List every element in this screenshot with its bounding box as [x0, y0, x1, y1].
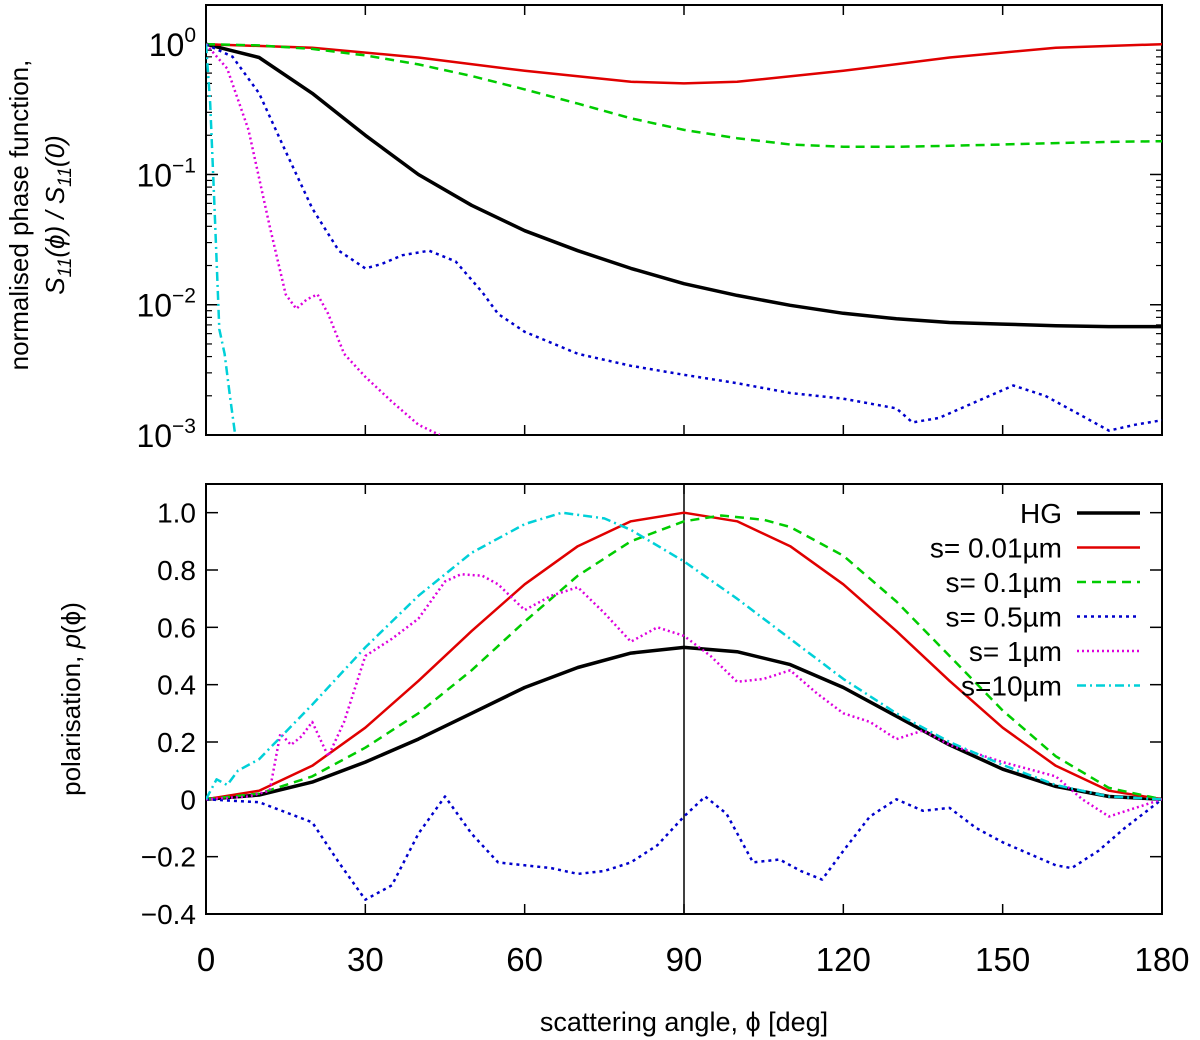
legend-label: s= 0.01µm — [930, 533, 1062, 564]
legend-label: s=10µm — [961, 671, 1062, 702]
bottom-series — [206, 511, 1162, 901]
x-axis-label: scattering angle, ϕ [deg] — [540, 1007, 828, 1037]
bottom-y-tick-label: −0.2 — [141, 842, 196, 873]
top-y-tick-label: 10−1 — [136, 154, 196, 193]
bottom-y-tick-label: 0.8 — [157, 555, 196, 586]
bottom-series-line — [206, 511, 1162, 801]
x-tick-label: 120 — [816, 941, 871, 978]
bottom-y-tick-labels: 1.0 0.8 0.6 0.4 0.2 0 −0.2 −0.4 — [141, 498, 196, 930]
legend-label: HG — [1020, 498, 1062, 529]
bottom-y-tick-label: 0.2 — [157, 727, 196, 758]
x-tick-label: 150 — [975, 941, 1030, 978]
bottom-y-tick-label: 0 — [180, 784, 196, 815]
x-tick-label: 60 — [506, 941, 543, 978]
x-tick-label: 30 — [347, 941, 384, 978]
top-ticks — [205, 4, 1163, 436]
top-y-label-line2: S11(ϕ) / S11(0) — [40, 135, 76, 294]
top-series-line — [206, 44, 237, 435]
bottom-ticks — [205, 484, 1163, 915]
top-plot-frame — [205, 4, 1163, 436]
phase-function-panel: 100 10−1 10−2 10−3 normalised phase functio… — [4, 4, 1163, 454]
bottom-series-line — [206, 795, 1162, 901]
bottom-y-tick-label: 0.4 — [157, 670, 196, 701]
top-y-label-line1: normalised phase function, — [4, 60, 34, 371]
top-series-line — [206, 42, 1162, 329]
x-tick-label: 90 — [666, 941, 703, 978]
top-series — [206, 42, 1162, 435]
top-y-tick-label: 10−3 — [136, 415, 196, 454]
top-series-line — [206, 43, 1162, 432]
bottom-series-line — [206, 645, 1162, 802]
top-y-tick-label: 10−2 — [136, 285, 196, 324]
bottom-y-tick-label: 1.0 — [157, 498, 196, 529]
x-tick-label: 0 — [197, 941, 215, 978]
legend-label: s= 1µm — [969, 636, 1062, 667]
top-series-line — [206, 43, 441, 435]
top-series-line — [206, 42, 1162, 149]
top-series-line — [206, 42, 1162, 85]
top-y-tick-labels: 100 10−1 10−2 10−3 — [136, 24, 196, 454]
bottom-y-tick-label: 0.6 — [157, 612, 196, 643]
x-tick-label: 180 — [1134, 941, 1189, 978]
legend-label: s= 0.1µm — [945, 567, 1062, 598]
bottom-y-tick-label: −0.4 — [141, 899, 196, 930]
bottom-series-line — [206, 514, 1162, 801]
bottom-x-tick-labels: 0 30 60 90 120 150 180 — [197, 941, 1190, 978]
polarisation-panel: 1.0 0.8 0.6 0.4 0.2 0 −0.2 −0.4 0 30 60 90 120 150 18… — [56, 483, 1190, 1037]
bottom-series-line — [206, 511, 1162, 801]
top-y-tick-label: 100 — [149, 24, 196, 63]
bottom-y-label: polarisation, p(ϕ) — [56, 602, 86, 796]
legend-label: s= 0.5µm — [945, 602, 1062, 633]
